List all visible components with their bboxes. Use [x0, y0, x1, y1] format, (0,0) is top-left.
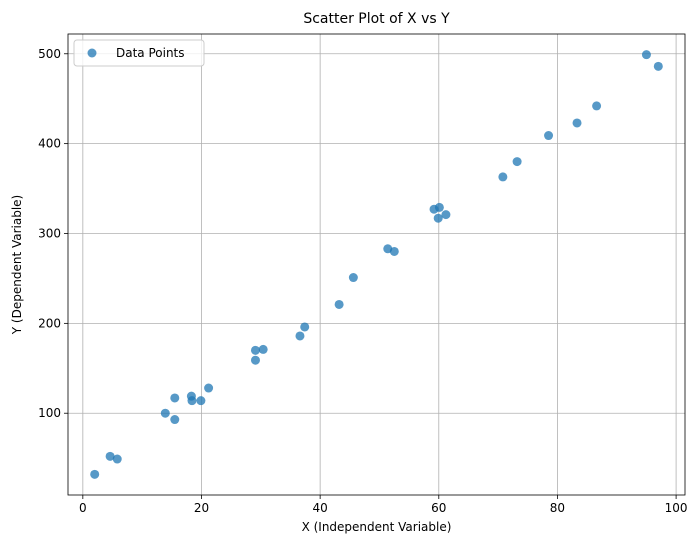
axis-ticks: 0 20 40 60 80 100 100 200 300 400 500: [38, 47, 687, 515]
x-tick-label: 80: [550, 501, 565, 515]
legend-box: [73, 39, 205, 67]
y-tick-label: 300: [38, 226, 61, 240]
legend-marker: [87, 48, 97, 58]
x-tick-label: 0: [79, 501, 87, 515]
data-point: [90, 469, 100, 479]
legend-label: Data Points: [116, 46, 185, 60]
y-axis-label: Y (Dependent Variable): [10, 195, 24, 335]
x-tick-label: 60: [431, 501, 446, 515]
data-point: [334, 299, 344, 309]
y-tick-label: 100: [38, 406, 61, 420]
data-point: [170, 415, 180, 425]
data-point: [434, 202, 444, 212]
data-point: [295, 331, 305, 341]
x-tick-label: 40: [312, 501, 327, 515]
data-point: [250, 355, 260, 365]
data-point: [653, 61, 663, 71]
data-point: [641, 50, 651, 60]
data-point: [300, 322, 310, 332]
data-point: [112, 454, 122, 464]
data-point: [441, 210, 451, 220]
x-tick-label: 20: [194, 501, 209, 515]
data-point: [250, 345, 260, 355]
data-point: [105, 451, 115, 461]
y-tick-label: 500: [38, 47, 61, 61]
plot-area-frame: [67, 33, 686, 496]
data-point: [433, 213, 443, 223]
data-point: [512, 157, 522, 167]
legend: Data Points: [73, 39, 205, 67]
data-point: [348, 273, 358, 283]
chart-title: Scatter Plot of X vs Y: [303, 11, 450, 27]
y-tick-label: 200: [38, 316, 61, 330]
data-point: [160, 408, 170, 418]
data-point: [544, 131, 554, 141]
data-point: [187, 396, 197, 406]
y-tick-label: 400: [38, 137, 61, 151]
data-point: [204, 383, 214, 393]
data-point: [258, 344, 268, 354]
data-point: [196, 396, 206, 406]
data-point: [572, 118, 582, 128]
data-point: [592, 101, 602, 111]
data-point: [389, 246, 399, 256]
data-points: [90, 50, 663, 479]
x-axis-label: X (Independent Variable): [302, 520, 452, 534]
data-point: [498, 172, 508, 182]
data-point: [170, 393, 180, 403]
x-tick-label: 100: [665, 501, 688, 515]
